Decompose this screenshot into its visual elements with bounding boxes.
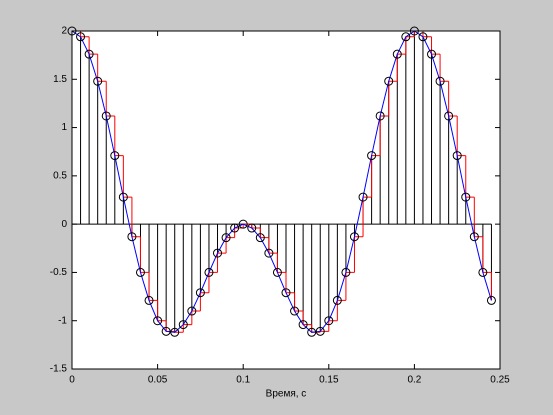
sample-marker	[315, 326, 325, 336]
sample-marker	[135, 267, 145, 277]
y-tick-label: 1.5	[53, 74, 67, 85]
sample-marker	[435, 76, 445, 86]
sample-marker	[187, 306, 197, 316]
x-tick-label: 0.1	[236, 375, 250, 386]
sample-marker	[452, 151, 462, 161]
sample-marker	[255, 233, 265, 243]
sample-marker	[153, 316, 163, 326]
sample-marker	[247, 223, 257, 233]
signal-line	[71, 30, 492, 333]
sample-marker	[213, 248, 223, 258]
sample-marker	[281, 288, 291, 298]
sample-marker	[161, 326, 171, 336]
sample-marker	[76, 32, 86, 42]
sample-marker	[307, 327, 317, 337]
sample-marker	[324, 316, 334, 326]
sample-marker	[195, 288, 205, 298]
sample-marker	[101, 111, 111, 121]
y-tick-label: 0	[61, 219, 67, 230]
x-axis-label: Время, с	[266, 389, 307, 400]
sample-marker	[221, 233, 231, 243]
sample-marker	[298, 320, 308, 330]
x-tick-label: 0.25	[490, 375, 510, 386]
x-tick-label: 0	[69, 375, 75, 386]
sample-marker	[367, 151, 377, 161]
sample-marker	[93, 76, 103, 86]
sample-marker	[461, 192, 471, 202]
axes-box	[71, 30, 501, 370]
sample-marker	[384, 76, 394, 86]
sample-marker	[272, 267, 282, 277]
sample-marker	[469, 232, 479, 242]
y-tick-label: 0.5	[53, 170, 67, 181]
sample-marker	[349, 232, 359, 242]
sample-marker	[144, 295, 154, 305]
sample-marker	[204, 267, 214, 277]
sample-marker	[375, 111, 385, 121]
sample-marker	[118, 192, 128, 202]
sample-marker	[127, 232, 137, 242]
sample-marker	[84, 49, 94, 59]
sample-marker	[478, 267, 488, 277]
x-tick-label: 0.15	[319, 375, 339, 386]
x-tick-label: 0.2	[407, 375, 421, 386]
y-tick-label: -0.5	[50, 267, 68, 278]
sample-marker	[418, 32, 428, 42]
sample-marker	[486, 295, 496, 305]
y-tick-label: 1	[61, 122, 67, 133]
sample-marker	[290, 306, 300, 316]
sample-marker	[401, 32, 411, 42]
sample-marker	[392, 49, 402, 59]
sample-marker	[230, 223, 240, 233]
sample-marker	[238, 219, 248, 229]
y-tick-label: 2	[61, 26, 67, 37]
plot-area	[72, 31, 500, 369]
sample-marker	[332, 295, 342, 305]
sample-marker	[358, 192, 368, 202]
sample-marker	[341, 267, 351, 277]
sample-marker	[427, 49, 437, 59]
y-tick-label: -1.5	[50, 364, 68, 375]
sample-marker	[110, 151, 120, 161]
sample-marker	[444, 111, 454, 121]
sample-marker	[178, 320, 188, 330]
sample-marker	[264, 248, 274, 258]
y-tick-label: -1	[58, 315, 67, 326]
x-tick-label: 0.05	[148, 375, 168, 386]
sample-marker	[170, 327, 180, 337]
